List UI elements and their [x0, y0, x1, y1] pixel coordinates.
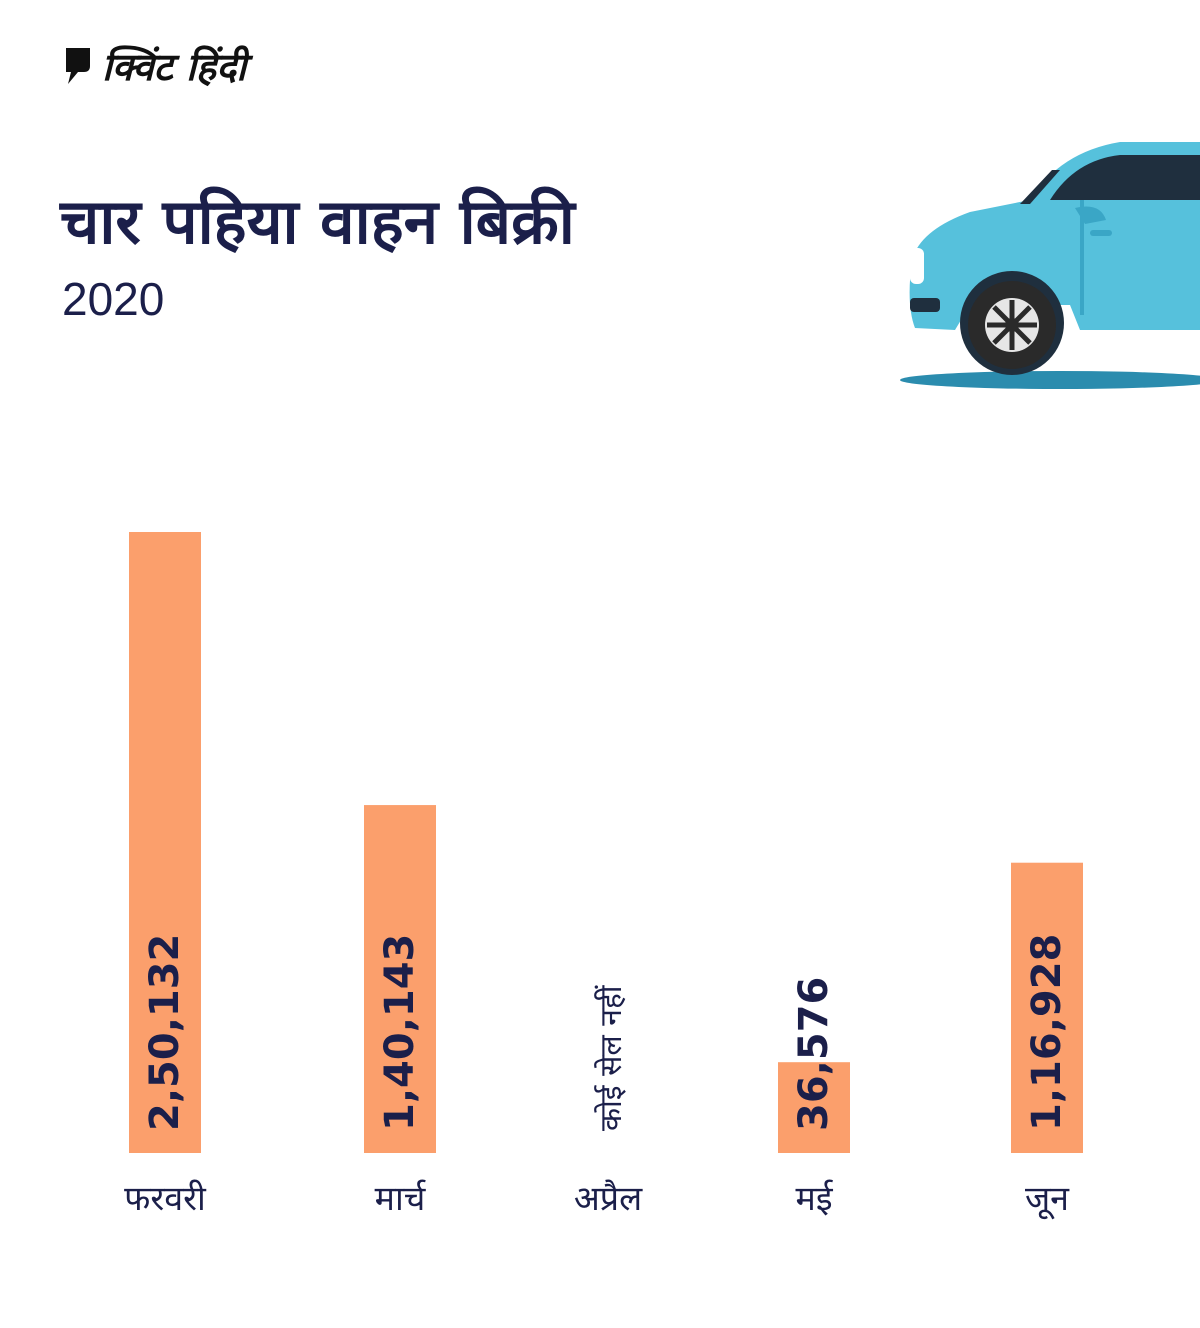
chart-title: चार पहिया वाहन बिक्री: [60, 185, 575, 258]
car-shadow: [900, 371, 1200, 389]
category-label-1: मार्च: [375, 1179, 427, 1219]
value-label-2: कोई सेल नहीं: [594, 984, 629, 1131]
category-label-3: मई: [795, 1179, 833, 1219]
value-label-3: 36,576: [791, 977, 837, 1131]
category-label-4: जून: [1025, 1179, 1070, 1220]
car-mirror: [1075, 206, 1106, 224]
value-label-0: 2,50,132: [142, 934, 188, 1131]
bar-1: [364, 805, 436, 1153]
quote-bubble-icon: [66, 48, 90, 84]
category-label-2: अप्रैल: [574, 1179, 643, 1219]
car-headlight: [910, 248, 924, 284]
car-illustration: [900, 142, 1200, 389]
category-label-0: फरवरी: [124, 1179, 207, 1219]
car-hub: [1005, 318, 1019, 332]
car-door-line: [1080, 200, 1084, 315]
car-pillar: [1020, 170, 1060, 204]
car-window: [1050, 155, 1200, 200]
chart-subtitle: 2020: [62, 273, 165, 325]
value-label-4: 1,16,928: [1024, 934, 1070, 1131]
brand-name: क्विंट हिंदी: [102, 45, 247, 89]
car-bumper: [910, 298, 940, 312]
brand-logo: क्विंट हिंदी: [62, 40, 246, 92]
bar-0: [129, 532, 201, 1153]
value-label-1: 1,40,143: [377, 934, 423, 1131]
bar-4: [1011, 862, 1083, 1153]
car-door-handle: [1090, 230, 1112, 236]
bar-3: [778, 1062, 850, 1153]
